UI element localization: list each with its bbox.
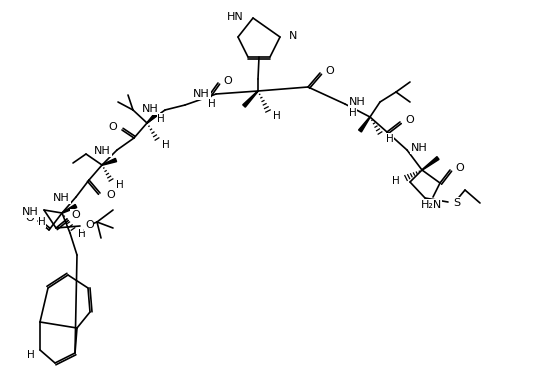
Polygon shape [422, 157, 439, 170]
Text: H: H [78, 229, 86, 239]
Polygon shape [359, 117, 370, 132]
Text: H: H [157, 114, 165, 124]
Text: O: O [455, 163, 464, 173]
Text: H: H [208, 99, 216, 109]
Text: NH: NH [193, 89, 210, 99]
Text: NH: NH [22, 207, 39, 217]
Polygon shape [102, 158, 117, 165]
Text: H: H [27, 350, 35, 360]
Text: NH: NH [94, 146, 111, 156]
Text: O: O [325, 66, 334, 76]
Text: H: H [392, 176, 400, 186]
Text: H: H [349, 108, 357, 118]
Text: O: O [25, 213, 34, 223]
Polygon shape [62, 204, 77, 213]
Text: N: N [289, 31, 298, 41]
Text: O: O [71, 210, 80, 220]
Text: O: O [223, 76, 232, 86]
Text: O: O [405, 115, 414, 125]
Text: O: O [106, 190, 114, 200]
Text: O: O [85, 220, 94, 230]
Text: NH: NH [53, 193, 70, 203]
Text: H: H [162, 140, 170, 150]
Text: NH: NH [142, 104, 159, 114]
Text: NH: NH [349, 97, 366, 107]
Text: S: S [453, 198, 460, 208]
Text: H: H [116, 180, 124, 190]
Polygon shape [242, 91, 258, 107]
Text: H: H [38, 217, 46, 227]
Text: HN: HN [227, 12, 244, 22]
Text: O: O [108, 122, 117, 132]
Text: H: H [273, 111, 281, 121]
Text: NH: NH [411, 143, 428, 153]
Text: H: H [386, 134, 394, 144]
Polygon shape [147, 112, 158, 123]
Text: H₂N: H₂N [420, 200, 442, 210]
